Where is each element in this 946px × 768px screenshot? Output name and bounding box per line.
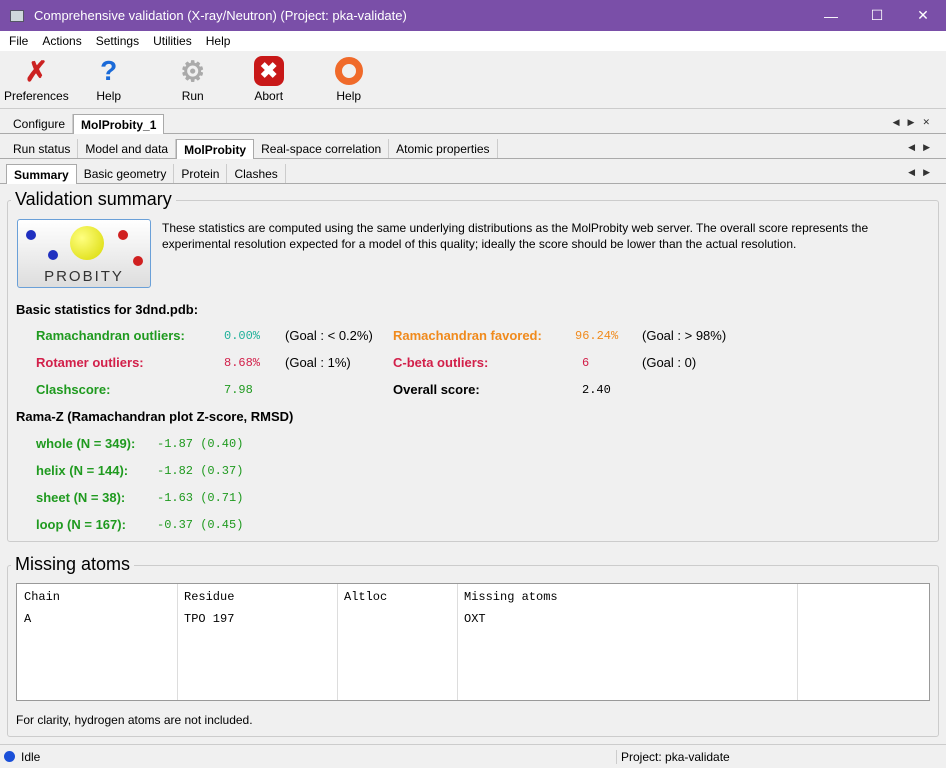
tab-configure[interactable]: Configure: [6, 114, 74, 133]
run-button[interactable]: ⚙ Run: [177, 55, 209, 108]
job-tabs: Configure MolProbity_1 ◀▶✕: [0, 112, 946, 134]
toolbar: ✗ Preferences ? Help ⚙ Run ✖ Abort Help: [0, 51, 946, 109]
column-divider: [458, 584, 798, 700]
result-tabs: Run status Model and data MolProbity Rea…: [0, 137, 946, 159]
ramaz-whole-value: -1.87 (0.40): [157, 437, 244, 451]
hydrogen-note: For clarity, hydrogen atoms are not incl…: [16, 713, 253, 727]
tab-protein[interactable]: Protein: [174, 164, 228, 183]
rama-outliers-label: Ramachandran outliers:: [36, 328, 185, 343]
menu-help[interactable]: Help: [205, 34, 231, 48]
ramaz-loop-label: loop (N = 167):: [36, 517, 126, 532]
ramaz-loop-value: -0.37 (0.45): [157, 518, 244, 532]
cell-chain: A: [24, 612, 32, 626]
help-button-2[interactable]: Help: [333, 55, 365, 108]
rotamer-outliers-value: 8.68%: [224, 356, 261, 370]
question-icon: ?: [100, 55, 118, 86]
title-bar: Comprehensive validation (X-ray/Neutron)…: [0, 0, 946, 31]
cell-residue: TPO 197: [184, 612, 235, 626]
ramaz-heading: Rama-Z (Ramachandran plot Z-score, RMSD): [16, 409, 294, 424]
menu-utilities[interactable]: Utilities: [153, 34, 192, 48]
tab-basic-geometry[interactable]: Basic geometry: [77, 164, 175, 183]
run-label: Run: [181, 89, 204, 103]
column-divider: [17, 584, 178, 700]
status-project: Project: pka-validate: [616, 749, 730, 764]
tab-run-status[interactable]: Run status: [6, 139, 79, 158]
rama-outliers-value: 0.00%: [224, 329, 261, 343]
tab-clashes[interactable]: Clashes: [227, 164, 286, 183]
menu-file[interactable]: File: [9, 34, 29, 48]
help-button[interactable]: ? Help: [93, 55, 125, 108]
missing-atoms-title: Missing atoms: [11, 554, 135, 575]
status-bar: Idle Project: pka-validate: [0, 744, 946, 768]
status-text: Idle: [21, 749, 41, 764]
column-divider: [178, 584, 338, 700]
tab-real-space[interactable]: Real-space correlation: [254, 139, 390, 158]
validation-summary-group: [7, 200, 939, 542]
window-title: Comprehensive validation (X-ray/Neutron)…: [34, 8, 407, 23]
preferences-label: Preferences: [4, 89, 69, 103]
tab-scroll-icons-2[interactable]: ◀▶: [908, 167, 938, 177]
molprobity-logo: PROBITY: [17, 219, 151, 288]
help-label: Help: [96, 89, 122, 103]
cell-missing-atoms: OXT: [464, 612, 486, 626]
clashscore-value: 7.98: [224, 383, 253, 397]
menu-bar: File Actions Settings Utilities Help: [0, 31, 946, 51]
header-missing-atoms[interactable]: Missing atoms: [464, 590, 558, 604]
wrench-screwdriver-icon: ✗: [24, 55, 49, 87]
tab-atomic-properties[interactable]: Atomic properties: [389, 139, 498, 158]
abort-icon: ✖: [253, 55, 285, 87]
column-divider: [338, 584, 458, 700]
app-icon: [10, 9, 24, 22]
rotamer-outliers-goal: (Goal : 1%): [285, 355, 351, 370]
help-label-2: Help: [336, 89, 362, 103]
abort-label: Abort: [254, 89, 284, 103]
rama-outliers-goal: (Goal : < 0.2%): [285, 328, 373, 343]
overall-score-label: Overall score:: [393, 382, 480, 397]
tab-summary[interactable]: Summary: [6, 164, 77, 184]
molprobity-tabs: Summary Basic geometry Protein Clashes ◀…: [0, 162, 946, 184]
header-chain[interactable]: Chain: [24, 590, 61, 604]
maximize-button[interactable]: ☐: [870, 7, 884, 23]
missing-atoms-table[interactable]: Chain Residue Altloc Missing atoms A TPO…: [16, 583, 930, 701]
tab-model-data[interactable]: Model and data: [78, 139, 177, 158]
gear-icon: ⚙: [180, 55, 206, 87]
rotamer-outliers-label: Rotamer outliers:: [36, 355, 144, 370]
cbeta-outliers-label: C-beta outliers:: [393, 355, 489, 370]
tab-scroll-icons[interactable]: ◀▶: [908, 142, 938, 152]
ramaz-whole-label: whole (N = 349):: [36, 436, 136, 451]
tab-molprobity-1[interactable]: MolProbity_1: [73, 114, 165, 134]
cbeta-outliers-goal: (Goal : 0): [642, 355, 697, 370]
cbeta-outliers-value: 6: [582, 356, 590, 370]
validation-summary-title: Validation summary: [11, 189, 176, 210]
abort-button[interactable]: ✖ Abort: [253, 55, 285, 108]
description: These statistics are computed using the …: [162, 221, 869, 251]
lifebuoy-icon: [333, 55, 365, 87]
status-indicator-icon: [4, 751, 15, 762]
missing-atoms-group: [7, 565, 939, 737]
preferences-button[interactable]: ✗ Preferences: [4, 55, 69, 108]
tab-scroll-close-icons[interactable]: ◀▶✕: [892, 117, 938, 127]
ramaz-sheet-label: sheet (N = 38):: [36, 490, 126, 505]
ramaz-sheet-value: -1.63 (0.71): [157, 491, 244, 505]
overall-score-value: 2.40: [582, 383, 611, 397]
ramaz-helix-label: helix (N = 144):: [36, 463, 129, 478]
header-altloc[interactable]: Altloc: [344, 590, 388, 604]
minimize-button[interactable]: —: [824, 7, 838, 24]
basic-stats-heading: Basic statistics for 3dnd.pdb:: [16, 302, 199, 317]
clashscore-label: Clashscore:: [36, 382, 111, 397]
menu-actions[interactable]: Actions: [42, 34, 82, 48]
header-residue[interactable]: Residue: [184, 590, 235, 604]
tab-molprobity[interactable]: MolProbity: [176, 139, 255, 159]
rama-favored-goal: (Goal : > 98%): [642, 328, 727, 343]
ramaz-helix-value: -1.82 (0.37): [157, 464, 244, 478]
rama-favored-label: Ramachandran favored:: [393, 328, 542, 343]
close-button[interactable]: ✕: [917, 7, 929, 23]
menu-settings[interactable]: Settings: [95, 34, 140, 48]
rama-favored-value: 96.24%: [575, 329, 619, 343]
